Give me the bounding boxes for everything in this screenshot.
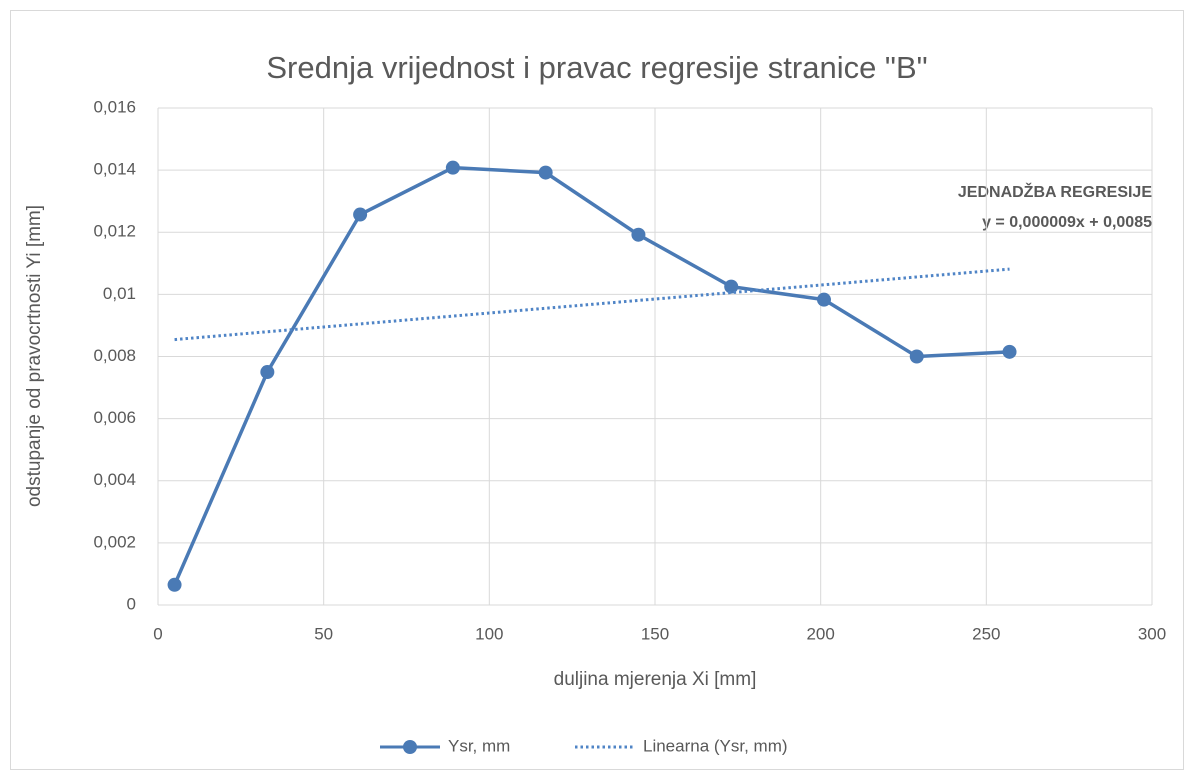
annotation: y = 0,000009x + 0,0085	[982, 214, 1152, 231]
x-tick-label: 200	[806, 624, 834, 643]
x-tick-label: 50	[314, 624, 333, 643]
marker	[167, 577, 182, 592]
y-tick-label: 0,006	[93, 408, 136, 427]
chart-title: Srednja vrijednost i pravac regresije st…	[266, 50, 927, 85]
annotation: JEDNADŽBA REGRESIJE	[958, 182, 1152, 201]
x-tick-label: 0	[153, 624, 162, 643]
legend-label: Linearna (Ysr, mm)	[643, 736, 788, 755]
legend-label: Ysr, mm	[448, 736, 510, 755]
series-line	[172, 165, 1010, 586]
x-tick-label: 250	[972, 624, 1000, 643]
marker	[538, 165, 553, 180]
marker	[631, 227, 646, 242]
y-tick-label: 0	[127, 594, 136, 613]
legend-marker	[403, 740, 417, 754]
marker	[1002, 344, 1017, 359]
x-tick-label: 100	[475, 624, 503, 643]
y-tick-label: 0,014	[93, 160, 136, 179]
x-tick-label: 150	[641, 624, 669, 643]
y-tick-label: 0,008	[93, 346, 136, 365]
marker	[909, 349, 924, 364]
y-tick-label: 0,01	[103, 284, 136, 303]
y-tick-label: 0,012	[93, 222, 136, 241]
chart-border	[10, 10, 1184, 770]
x-tick-label: 300	[1138, 624, 1166, 643]
marker	[260, 365, 275, 380]
marker	[816, 292, 831, 307]
y-tick-label: 0,004	[93, 470, 136, 489]
marker	[353, 207, 368, 222]
marker	[445, 160, 460, 175]
marker	[724, 279, 739, 294]
series-line	[174, 267, 1010, 342]
x-axis-label: duljina mjerenja Xi [mm]	[554, 669, 757, 690]
y-axis-label: odstupanje od pravocrtnosti Yi [mm]	[24, 205, 45, 507]
y-tick-label: 0,016	[93, 97, 136, 116]
y-tick-label: 0,002	[93, 532, 136, 551]
